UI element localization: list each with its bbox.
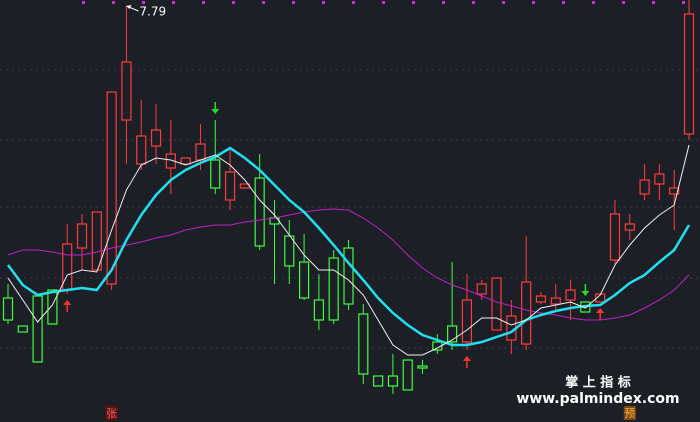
candle-body [387,375,399,387]
arrow-head [462,356,471,361]
buy-arrow [462,356,471,368]
candle-body [447,325,458,343]
top-dot [622,1,625,4]
sell-arrow [581,284,590,296]
top-dot [652,1,655,4]
candle-body [106,91,117,285]
top-dot [322,1,325,4]
top-dot [112,1,115,4]
top-dot [532,1,535,4]
candle-body [121,61,132,121]
marker-box [105,406,118,420]
candle-body [535,295,547,303]
top-dot [232,1,235,4]
top-dot [412,1,415,4]
arrow-head [596,308,605,313]
candle-body [476,283,487,295]
candle-body [654,173,665,185]
candle-body [358,313,369,375]
candle-body [521,281,532,345]
top-dot [172,1,175,4]
candle-body [328,257,339,321]
candle-body [313,299,324,321]
candle-body [373,375,384,387]
candle-body [180,157,191,165]
candle-body [17,325,28,333]
watermark-title: 掌 上 指 标 [565,375,631,391]
top-dot [202,1,205,4]
arrow-head [581,291,590,296]
candle-body [402,359,413,391]
candle-body [224,171,236,201]
buy-arrow [63,300,72,312]
candle-body [343,247,354,305]
candle-body [669,187,680,195]
top-dot [442,1,445,4]
top-dot [472,1,475,4]
candle-body [461,299,473,343]
top-dot [352,1,355,4]
candle-body [491,277,502,331]
candle-body [624,223,635,231]
arrow-head [63,300,72,305]
candle-body [298,261,310,299]
moving-average-line [7,208,690,321]
candle-body [210,159,221,189]
candle-body [136,135,147,165]
top-dot [592,1,595,4]
candle-body [565,289,576,301]
candle-body [2,297,14,321]
candle-body [195,143,206,161]
candle-body [609,213,621,261]
moving-average-line [7,144,690,356]
watermark-url: www.palmindex.com [516,391,679,407]
candle-body [47,289,58,325]
max-price-label: 7.79 [139,5,166,19]
top-dot [142,1,145,4]
arrow-head [211,109,220,114]
candle-body [91,211,102,271]
candle-body [32,295,43,363]
candle-body [683,13,695,135]
candle-body [639,179,650,195]
sell-arrow [211,102,220,114]
max-pointer-head [126,5,132,9]
top-dot [382,1,385,4]
marker-label: 预 [624,407,635,420]
top-dot [502,1,505,4]
candle-body [284,235,295,267]
marker-box [623,406,636,420]
top-dot [82,1,85,4]
candle-body [254,177,265,247]
top-dot [682,1,685,4]
buy-arrow [596,308,605,320]
top-dot [262,1,265,4]
candle-body [62,243,73,291]
moving-average-line [6,146,691,347]
candle-body [417,365,428,369]
marker-label: 张 [106,407,117,420]
candle-body [76,223,88,249]
candle-body [550,297,561,305]
top-dot [292,1,295,4]
top-dot [562,1,565,4]
candle-body [150,129,162,147]
